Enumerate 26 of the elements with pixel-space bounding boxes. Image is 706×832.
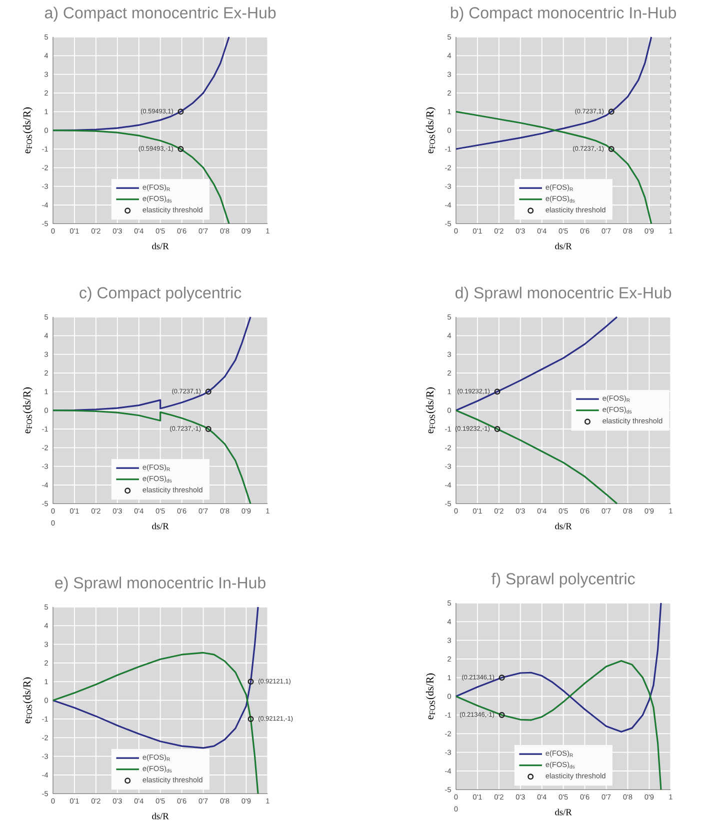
x-axis-title: ds/R	[152, 812, 169, 820]
line-series	[52, 130, 230, 224]
x-axis-title: ds/R	[152, 242, 169, 250]
x-axis-title: ds/R	[555, 242, 572, 250]
line-series	[455, 110, 652, 224]
x-axis-title: ds/R	[555, 808, 572, 816]
line-series	[455, 602, 662, 733]
chart-title: d) Sprawl monocentric Ex-Hub	[456, 286, 672, 302]
y-axis-title: e$_{FOS}$(ds/R)	[22, 107, 33, 154]
y-axis-title: e$_{FOS}$(ds/R)	[426, 673, 436, 720]
line-series	[455, 36, 652, 150]
chart-title: b) Compact monocentric In-Hub	[450, 6, 676, 22]
y-axis-title: e$_{FOS}$(ds/R)	[426, 107, 436, 154]
x-axis-title: ds/R	[555, 522, 572, 530]
y-axis-title: e$_{FOS}$(ds/R)	[22, 387, 33, 434]
chart-title: f) Sprawl polycentric	[492, 572, 635, 588]
line-series	[52, 606, 259, 749]
y-axis-title: e$_{FOS}$(ds/R)	[426, 387, 436, 434]
chart-title: e) Sprawl monocentric In-Hub	[55, 576, 266, 592]
chart-title: a) Compact monocentric Ex-Hub	[44, 6, 276, 22]
line-series	[52, 410, 252, 504]
chart-title: c) Compact polycentric	[80, 286, 242, 302]
line-series	[52, 652, 259, 794]
line-series	[455, 660, 662, 790]
y-axis-title: e$_{FOS}$(ds/R)	[22, 677, 33, 724]
x-axis-title: ds/R	[152, 522, 169, 530]
